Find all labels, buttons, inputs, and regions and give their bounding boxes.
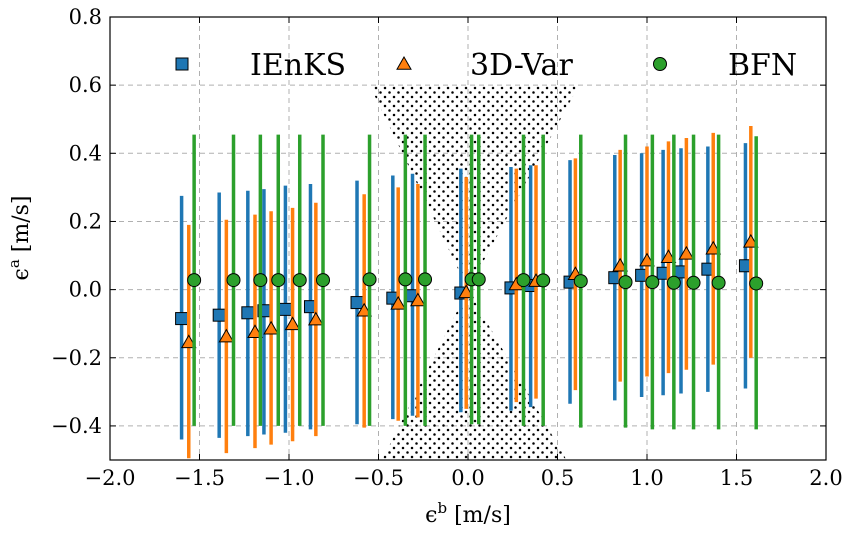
bfn-point: [398, 272, 413, 287]
3d-var-point: [410, 292, 426, 307]
y-tick-label: −0.2: [51, 346, 102, 370]
bfn-point: [749, 276, 764, 291]
3d-var-point: [705, 240, 722, 255]
legend-label-3d-var: 3D-Var: [470, 48, 573, 83]
y-tick-label: 0.2: [69, 209, 102, 233]
3d-var-point: [307, 311, 324, 326]
3d-var-point: [247, 324, 263, 338]
x-tick-label: 2.0: [809, 466, 842, 490]
x-tick-label: −2.0: [85, 466, 136, 490]
legend-marker-ienks: [175, 57, 189, 71]
3d-var-point: [660, 249, 677, 263]
ienks-point: [278, 302, 292, 316]
3d-var-point: [742, 233, 759, 248]
legend: IEnKS 3D-Var BFN: [175, 48, 797, 83]
y-tick-label: 0.8: [69, 5, 102, 29]
x-axis-label: ϵb [m/s]: [425, 499, 511, 528]
ienks-point: [175, 312, 189, 326]
3d-var-point: [263, 320, 279, 335]
bfn-point: [316, 273, 331, 288]
legend-marker-3d-var: [396, 55, 412, 70]
y-tick-label: 0.0: [69, 278, 102, 302]
legend-label-bfn: BFN: [728, 48, 797, 83]
bfn-point: [666, 275, 681, 290]
svg-text:ϵa [m/s]: ϵa [m/s]: [5, 195, 34, 280]
x-tick-label: −1.5: [174, 466, 225, 490]
3d-var-point: [284, 316, 301, 331]
3d-var-point: [180, 334, 197, 349]
y-axis-label: ϵa [m/s]: [5, 195, 34, 280]
legend-marker-bfn: [653, 57, 667, 71]
bfn-point: [618, 275, 633, 290]
bfn-point: [226, 273, 241, 288]
series-layer: [175, 126, 764, 459]
bfn-point: [516, 273, 531, 288]
bfn-point: [471, 272, 486, 287]
axis-ticks: −2.0 −1.5 −1.0 −0.5 0.0 0.5 1.0 1.5 2.0 −0.4 −0.2 0…: [51, 5, 843, 490]
bfn-point: [686, 275, 701, 290]
3d-var-point: [678, 245, 695, 260]
bfn-point: [187, 273, 202, 288]
3d-var-point: [612, 257, 629, 272]
series-ienks: [175, 143, 752, 440]
dotted-hourglass-region: [369, 85, 579, 460]
x-tick-label: 0.5: [541, 466, 574, 490]
bfn-point: [418, 272, 433, 287]
bfn-point: [573, 274, 588, 289]
x-tick-label: −1.0: [264, 466, 315, 490]
bfn-point: [645, 275, 660, 290]
y-tick-label: 0.4: [69, 141, 102, 165]
3d-var-point: [390, 295, 407, 310]
ienks-point: [350, 296, 364, 310]
bfn-point: [711, 275, 726, 290]
bfn-point: [253, 273, 268, 288]
y-tick-label: 0.6: [69, 73, 102, 97]
3d-var-point: [356, 302, 373, 317]
x-tick-label: −0.5: [353, 466, 404, 490]
series-3d-var: [180, 126, 759, 459]
y-tick-label: −0.4: [51, 414, 102, 438]
ienks-point: [241, 306, 255, 320]
legend-label-ienks: IEnKS: [250, 48, 346, 83]
bfn-point: [271, 273, 286, 288]
series-bfn: [187, 134, 764, 430]
bfn-point: [362, 272, 377, 287]
x-tick-label: 1.5: [720, 466, 753, 490]
3d-var-point: [639, 252, 655, 267]
3d-var-point: [218, 328, 235, 343]
3d-var-point: [458, 284, 475, 299]
bfn-point: [536, 273, 551, 288]
svg-text:ϵb [m/s]: ϵb [m/s]: [425, 499, 511, 528]
hourglass-dots: [369, 85, 579, 460]
ienks-point: [212, 308, 226, 322]
bfn-point: [292, 273, 307, 288]
x-tick-label: 1.0: [630, 466, 663, 490]
x-tick-label: 0.0: [451, 466, 484, 490]
